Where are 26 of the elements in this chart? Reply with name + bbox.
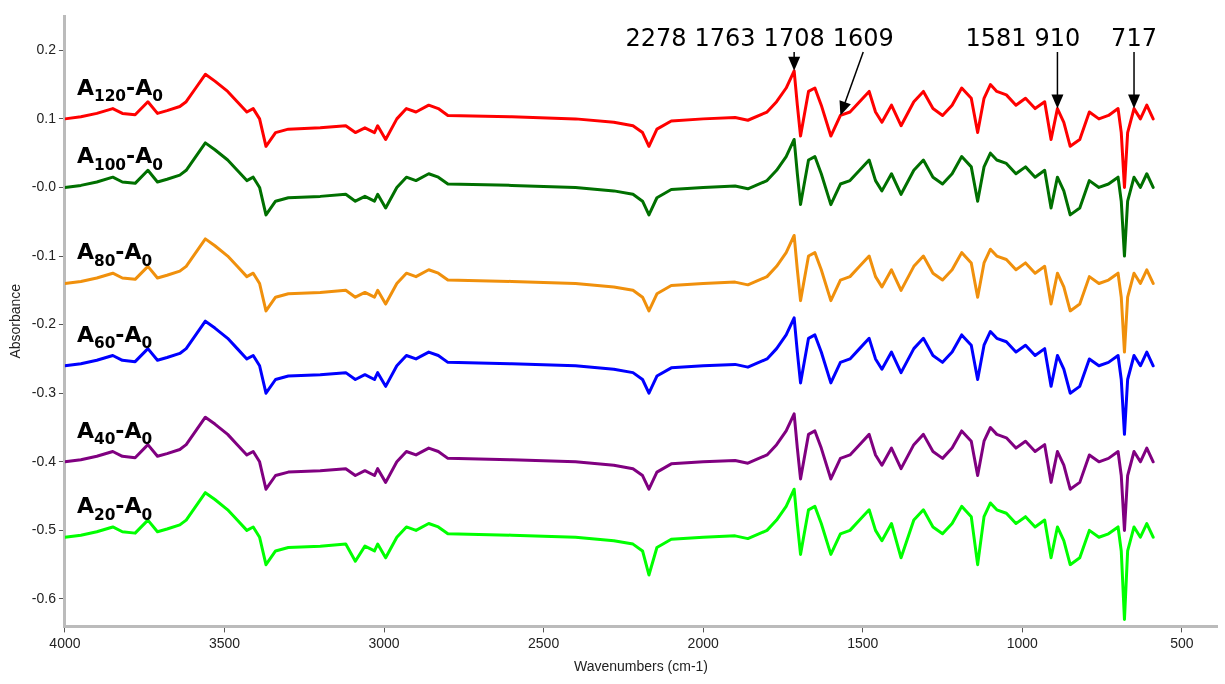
annotation: 2278 (625, 24, 687, 52)
x-tick-label: 500 (1170, 634, 1194, 651)
y-tick-label: 0.1 (36, 109, 57, 126)
y-tick-label: -0.5 (31, 521, 57, 538)
x-tick-label: 1500 (847, 634, 879, 651)
x-axis-title: Wavenumbers (cm-1) (573, 658, 708, 675)
annotation: 1609 (832, 24, 894, 52)
y-tick-label: -0.3 (31, 384, 57, 401)
annotation: 910 (1034, 24, 1081, 52)
y-tick-label: -0.1 (31, 246, 57, 263)
x-tick-label: 1000 (1006, 634, 1039, 651)
y-tick-label: -0.6 (31, 589, 57, 606)
x-tick-label: 3500 (208, 634, 241, 651)
annotation: 1581 (965, 24, 1027, 52)
y-tick-label: -0.2 (31, 315, 57, 332)
x-tick-label: 3000 (368, 634, 400, 651)
annotation: 717 (1111, 24, 1157, 52)
y-tick-label: -0.4 (31, 452, 57, 469)
annotation: 1708 (763, 24, 825, 52)
x-tick-label: 2500 (528, 634, 560, 651)
annotation: 1763 (694, 24, 756, 52)
y-tick-label: 0.2 (36, 41, 57, 58)
x-tick-label: 2000 (687, 634, 719, 651)
y-tick-label: -0.0 (31, 178, 57, 195)
x-tick-label: 4000 (49, 634, 81, 651)
y-axis-title: Absorbance (7, 283, 24, 359)
